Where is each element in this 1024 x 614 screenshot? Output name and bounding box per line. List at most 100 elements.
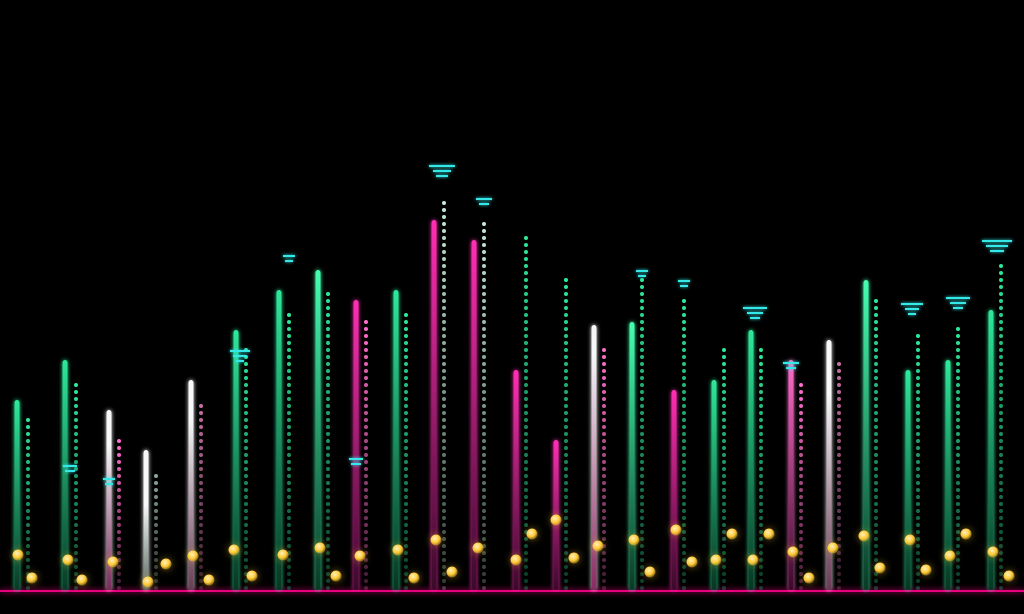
amber-orb [828,543,839,554]
eq-dot [74,404,78,408]
eq-dot [364,467,368,471]
eq-dot [640,404,644,408]
eq-dot [682,572,686,576]
eq-dot [682,320,686,324]
eq-dot [442,320,446,324]
eq-dot [682,411,686,415]
eq-dot [682,404,686,408]
eq-dot [999,516,1003,520]
eq-dot-column [244,345,248,590]
eq-cap-marker [946,297,970,312]
eq-dot [564,446,568,450]
eq-dot [154,523,158,527]
eq-dot [682,474,686,478]
eq-dot [117,530,121,534]
eq-dot [26,425,30,429]
eq-dot [482,565,486,569]
eq-dot [364,474,368,478]
eq-dot [999,502,1003,506]
eq-dot [364,572,368,576]
eq-dot [74,523,78,527]
eq-dot [799,544,803,548]
eq-dot [564,320,568,324]
eq-dot [602,474,606,478]
eq-dot [564,376,568,380]
eq-dot [564,523,568,527]
eq-dot [326,509,330,513]
eq-dot [759,509,763,513]
eq-dot [799,404,803,408]
eq-dot [564,453,568,457]
eq-dot [404,453,408,457]
eq-dot [287,425,291,429]
eq-dot [442,572,446,576]
eq-dot [442,474,446,478]
eq-dot [999,425,1003,429]
eq-dot [482,551,486,555]
eq-dot [602,397,606,401]
eq-dot [244,502,248,506]
amber-orb [229,545,240,556]
eq-dot [326,488,330,492]
eq-dot [482,509,486,513]
eq-dot [326,418,330,422]
eq-dot [564,474,568,478]
eq-dot [442,327,446,331]
eq-dot [26,544,30,548]
eq-dot [442,390,446,394]
eq-dot [722,551,726,555]
eq-dot [837,432,841,436]
eq-dot [524,320,528,324]
eq-dot [199,495,203,499]
eq-dot [404,502,408,506]
eq-dot [602,516,606,520]
eq-dot [956,334,960,338]
eq-dot [199,516,203,520]
amber-orb [278,550,289,561]
eq-dot [482,425,486,429]
eq-dot [442,222,446,226]
eq-dot [199,530,203,534]
eq-dot [874,502,878,506]
eq-dot [602,523,606,527]
eq-dot [564,467,568,471]
eq-dot [287,432,291,436]
eq-dot [287,523,291,527]
amber-orb [143,577,154,588]
eq-dot [602,411,606,415]
eq-dot [326,404,330,408]
eq-dot [524,334,528,338]
amber-orb [859,531,870,542]
eq-dot [799,383,803,387]
eq-dot [999,474,1003,478]
eq-dot [364,369,368,373]
eq-dot [199,481,203,485]
eq-dot [564,502,568,506]
eq-dot [682,369,686,373]
eq-dot [999,278,1003,282]
eq-dot [640,523,644,527]
eq-dot [244,439,248,443]
eq-dot [404,572,408,576]
eq-dot [799,530,803,534]
eq-dot [722,369,726,373]
eq-dot [442,579,446,583]
eq-dot [442,341,446,345]
eq-dot [482,362,486,366]
eq-dot [722,558,726,562]
eq-dot [287,530,291,534]
eq-dot [999,355,1003,359]
eq-dot [244,460,248,464]
eq-dot [364,516,368,520]
eq-dot [640,334,644,338]
eq-dot [26,586,30,590]
eq-dot [287,516,291,520]
amber-orb [629,535,640,546]
eq-bar [906,370,911,590]
eq-dot [916,495,920,499]
eq-dot [364,502,368,506]
eq-cap-line [986,245,1008,247]
eq-dot [874,306,878,310]
eq-dot [244,509,248,513]
eq-dot [404,481,408,485]
